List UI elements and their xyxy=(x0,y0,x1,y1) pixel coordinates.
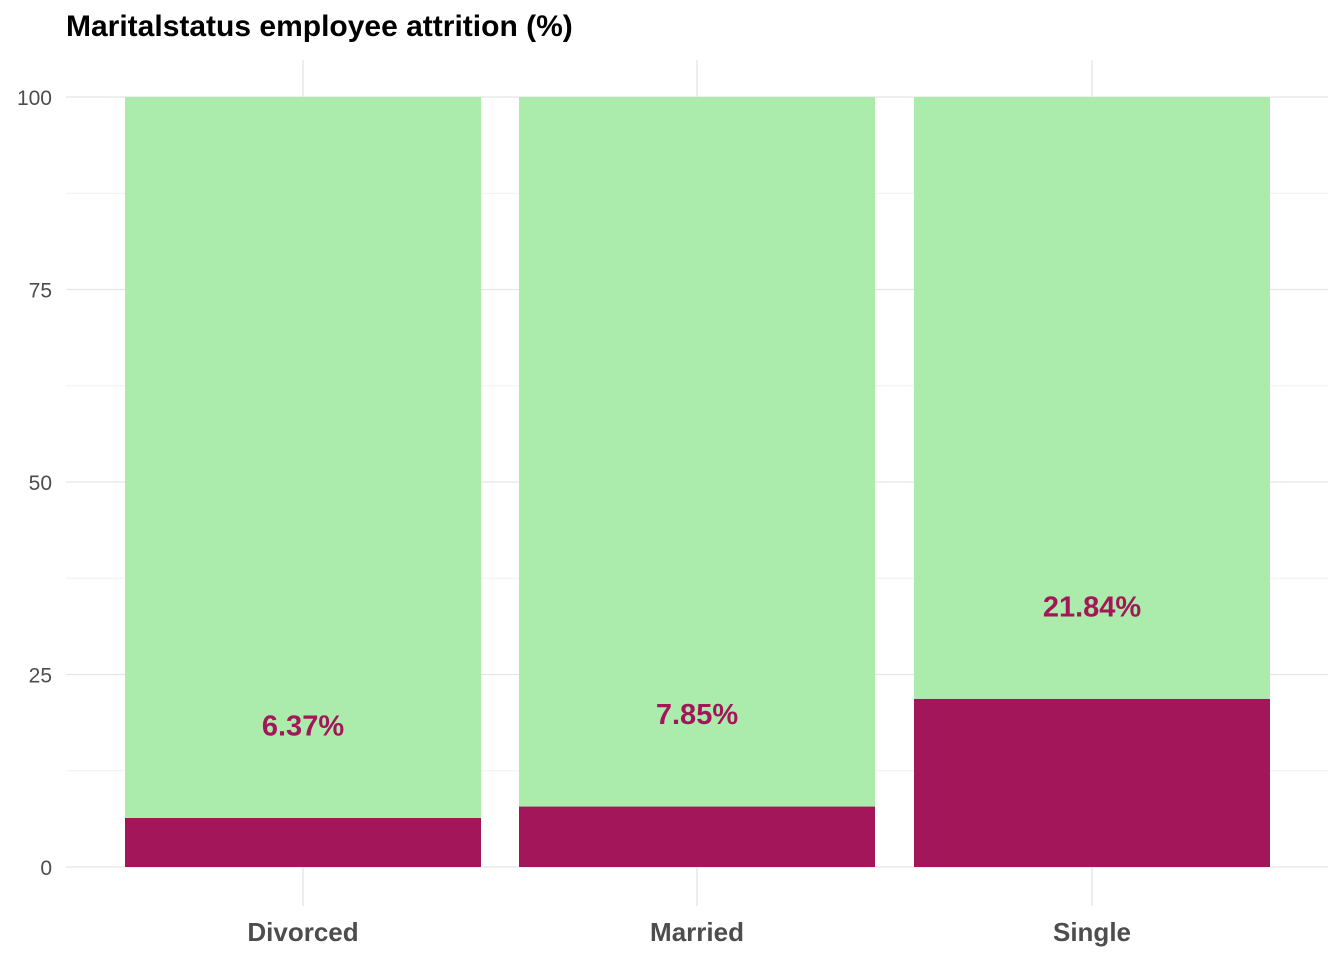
x-tick-label-single: Single xyxy=(1053,917,1131,947)
bar-single-segment-2 xyxy=(914,97,1270,699)
bar-divorced-segment-1 xyxy=(125,817,481,867)
data-labels: 6.37% 7.85% 21.84% xyxy=(262,591,1142,742)
data-label-married: 7.85% xyxy=(656,699,738,731)
x-tick-label-divorced: Divorced xyxy=(247,917,358,947)
y-tick-label: 50 xyxy=(29,472,52,495)
bar-married-segment-2 xyxy=(519,97,875,807)
bar-married-segment-1 xyxy=(519,806,875,867)
y-tick-label: 75 xyxy=(29,280,52,303)
y-axis: 0 25 50 75 100 xyxy=(17,87,52,880)
bar-divorced-segment-2 xyxy=(125,97,481,818)
bar-single-segment-1 xyxy=(914,698,1270,867)
y-tick-label: 100 xyxy=(17,87,52,110)
data-label-divorced: 6.37% xyxy=(262,711,344,743)
x-tick-label-married: Married xyxy=(650,917,744,947)
chart-title: Maritalstatus employee attrition (%) xyxy=(66,10,573,43)
y-tick-label: 25 xyxy=(29,665,52,688)
data-label-single: 21.84% xyxy=(1043,591,1142,623)
y-tick-label: 0 xyxy=(40,857,52,880)
x-axis: Divorced Married Single xyxy=(247,917,1131,947)
bars xyxy=(125,97,1270,867)
